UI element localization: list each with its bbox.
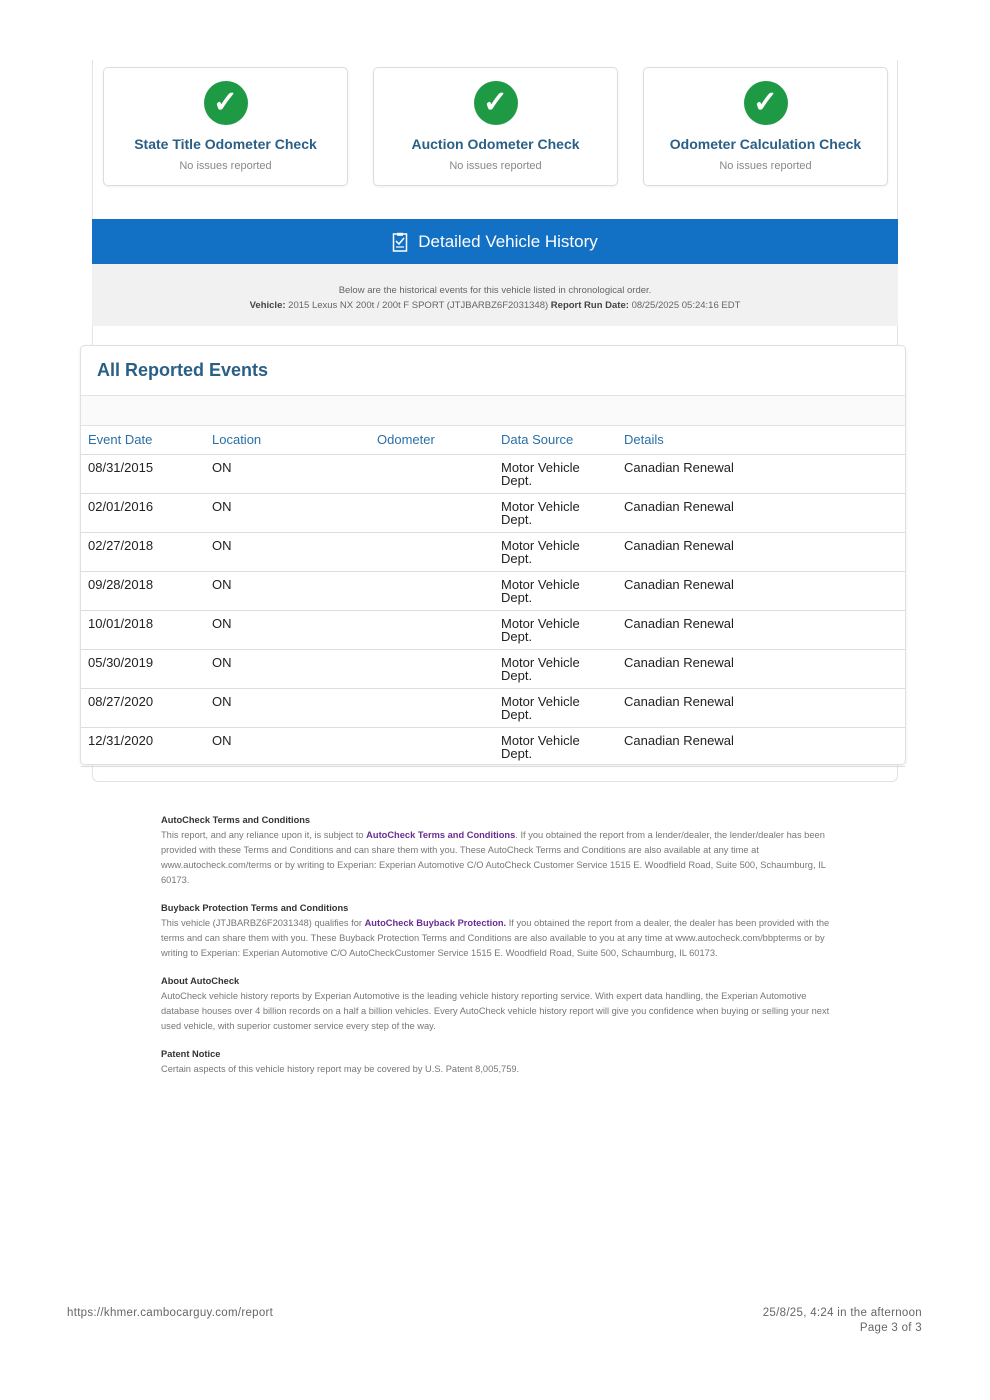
events-table: Event Date Location Odometer Data Source Det… bbox=[81, 426, 905, 767]
table-cell: ON bbox=[205, 532, 370, 572]
table-cell: Canadian Renewal bbox=[617, 571, 905, 611]
check-circle-icon: ✓ bbox=[743, 81, 788, 125]
about-text: AutoCheck vehicle history reports by Exp… bbox=[161, 991, 830, 1031]
table-cell: ON bbox=[205, 571, 370, 611]
table-cell bbox=[370, 649, 494, 689]
patent-heading: Patent Notice bbox=[161, 1049, 221, 1059]
buyback-protection-link[interactable]: AutoCheck Buyback Protection. bbox=[364, 918, 507, 928]
table-row: 08/27/2020 ON Motor Vehicle Dept. Canadian … bbox=[81, 688, 905, 728]
table-cell: Canadian Renewal bbox=[617, 688, 905, 728]
table-cell: Motor Vehicle Dept. bbox=[494, 610, 617, 650]
table-cell: 10/01/2018 bbox=[81, 610, 205, 650]
buyback-text: This vehicle (JTJBARBZ6F2031348) qualifi… bbox=[161, 918, 830, 958]
table-cell: 08/31/2015 bbox=[81, 454, 205, 494]
table-cell: 12/31/2020 bbox=[81, 727, 205, 767]
table-row: 09/28/2018 ON Motor Vehicle Dept. Canadian … bbox=[81, 571, 905, 611]
table-row: 02/01/2016 ON Motor Vehicle Dept. Canadian … bbox=[81, 493, 905, 533]
table-cell: Motor Vehicle Dept. bbox=[494, 454, 617, 494]
odometer-calculation-card: ✓ Odometer Calculation Check No issues r… bbox=[643, 67, 888, 186]
table-cell: ON bbox=[205, 454, 370, 494]
table-cell: ON bbox=[205, 727, 370, 767]
auction-odometer-card: ✓ Auction Odometer Check No issues repor… bbox=[373, 67, 618, 186]
table-cell: Canadian Renewal bbox=[617, 610, 905, 650]
vehicle-value: 2015 Lexus NX 200t / 200t F SPORT (JTJBA… bbox=[288, 300, 549, 311]
history-intro: Below are the historical events for this… bbox=[92, 264, 898, 326]
table-cell bbox=[370, 610, 494, 650]
table-cell: Motor Vehicle Dept. bbox=[494, 688, 617, 728]
footer-url: https://khmer.cambocarguy.com/report bbox=[67, 1307, 274, 1319]
check-title: State Title Odometer Check bbox=[134, 136, 317, 152]
column-header: Odometer bbox=[370, 426, 494, 455]
intro-text: Below are the historical events for this… bbox=[338, 285, 652, 296]
table-cell: ON bbox=[205, 688, 370, 728]
autocheck-terms-link[interactable]: AutoCheck Terms and Conditions bbox=[366, 830, 516, 840]
table-cell: Motor Vehicle Dept. bbox=[494, 571, 617, 611]
table-cell: 02/27/2018 bbox=[81, 532, 205, 572]
footer-datetime: 25/8/25, 4:24 in the afternoon bbox=[762, 1307, 922, 1319]
table-cell: Motor Vehicle Dept. bbox=[494, 649, 617, 689]
table-cell: 08/27/2020 bbox=[81, 688, 205, 728]
terms-heading: AutoCheck Terms and Conditions bbox=[161, 815, 311, 825]
table-cell: ON bbox=[205, 649, 370, 689]
state-title-odometer-card: ✓ State Title Odometer Check No issues r… bbox=[103, 67, 348, 186]
footer-meta: 25/8/25, 4:24 in the afternoon Page 3 of… bbox=[763, 1306, 922, 1336]
table-row: 12/31/2020 ON Motor Vehicle Dept. Canadian … bbox=[81, 727, 905, 767]
table-cell bbox=[370, 688, 494, 728]
table-row: 08/31/2015 ON Motor Vehicle Dept. Canadian … bbox=[81, 454, 905, 494]
table-cell: 05/30/2019 bbox=[81, 649, 205, 689]
vehicle-label: Vehicle: bbox=[249, 300, 286, 311]
check-title: Auction Odometer Check bbox=[411, 136, 580, 152]
terms-text: This report, and any reliance upon it, i… bbox=[161, 830, 826, 885]
run-date-label: Report Run Date: bbox=[550, 300, 629, 311]
check-circle-icon: ✓ bbox=[203, 81, 248, 125]
table-cell bbox=[370, 493, 494, 533]
table-cell bbox=[370, 454, 494, 494]
events-title: All Reported Events bbox=[97, 360, 269, 380]
detailed-history-header: Detailed Vehicle History bbox=[92, 219, 898, 264]
table-cell: Canadian Renewal bbox=[617, 727, 905, 767]
clipboard-check-icon bbox=[392, 232, 408, 252]
table-cell bbox=[370, 532, 494, 572]
all-reported-events-card: All Reported Events Event Date Location Od… bbox=[80, 345, 906, 767]
about-heading: About AutoCheck bbox=[161, 976, 240, 986]
table-cell: 02/01/2016 bbox=[81, 493, 205, 533]
table-cell bbox=[370, 727, 494, 767]
check-status: No issues reported bbox=[449, 160, 542, 172]
check-title: Odometer Calculation Check bbox=[669, 136, 862, 152]
table-cell: Canadian Renewal bbox=[617, 649, 905, 689]
column-header: Details bbox=[617, 426, 905, 455]
table-cell: Canadian Renewal bbox=[617, 493, 905, 533]
patent-text: Certain aspects of this vehicle history … bbox=[161, 1064, 520, 1074]
history-title: Detailed Vehicle History bbox=[418, 231, 598, 251]
terms-section: AutoCheck Terms and Conditions This repo… bbox=[161, 813, 831, 1077]
column-header: Event Date bbox=[81, 426, 205, 455]
events-filter-strip bbox=[81, 395, 905, 426]
column-header: Data Source bbox=[494, 426, 617, 455]
table-cell: Motor Vehicle Dept. bbox=[494, 532, 617, 572]
table-cell: ON bbox=[205, 493, 370, 533]
table-cell: Canadian Renewal bbox=[617, 454, 905, 494]
table-cell: ON bbox=[205, 610, 370, 650]
table-cell: Motor Vehicle Dept. bbox=[494, 727, 617, 767]
table-row: 10/01/2018 ON Motor Vehicle Dept. Canadian … bbox=[81, 610, 905, 650]
check-status: No issues reported bbox=[179, 160, 272, 172]
table-cell: 09/28/2018 bbox=[81, 571, 205, 611]
table-row: 02/27/2018 ON Motor Vehicle Dept. Canadian … bbox=[81, 532, 905, 572]
table-cell bbox=[370, 571, 494, 611]
table-cell: Motor Vehicle Dept. bbox=[494, 493, 617, 533]
column-header: Location bbox=[205, 426, 370, 455]
footer-page: Page 3 of 3 bbox=[859, 1322, 922, 1334]
run-date-value: 08/25/2025 05:24:16 EDT bbox=[631, 300, 741, 311]
table-cell: Canadian Renewal bbox=[617, 532, 905, 572]
table-row: 05/30/2019 ON Motor Vehicle Dept. Canadian … bbox=[81, 649, 905, 689]
buyback-heading: Buyback Protection Terms and Conditions bbox=[161, 903, 349, 913]
check-status: No issues reported bbox=[719, 160, 812, 172]
check-circle-icon: ✓ bbox=[473, 81, 518, 125]
